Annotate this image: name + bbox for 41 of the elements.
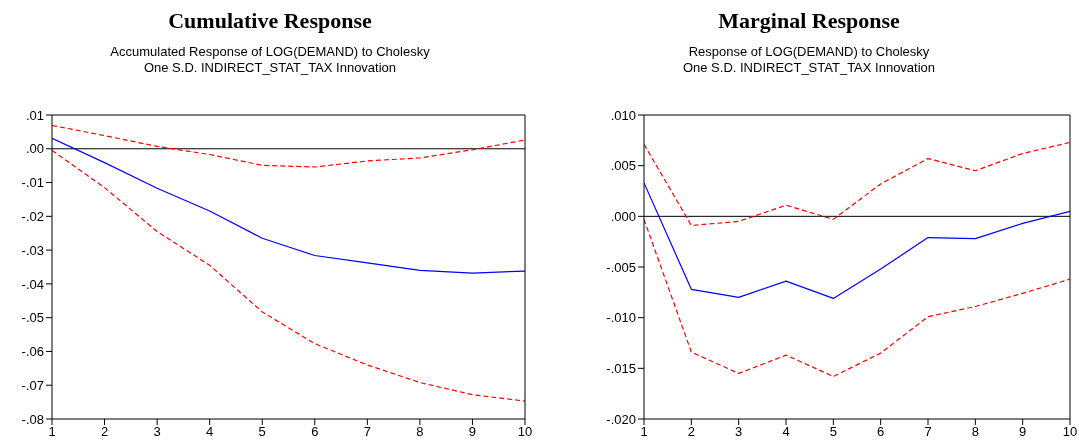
x-tick-label: 5 <box>829 424 837 440</box>
x-tick-label: 9 <box>468 424 477 440</box>
y-tick-label: -.06 <box>21 344 44 360</box>
x-tick-label: 2 <box>100 424 109 440</box>
x-tick-label: 2 <box>687 424 695 440</box>
x-tick-label: 4 <box>206 424 214 440</box>
x-tick-label: 7 <box>924 424 932 440</box>
x-tick-label: 8 <box>971 424 979 440</box>
chart-subtitle: Accumulated Response of LOG(DEMAND) to Cholesky One S.D. INDIRECT_STAT_TAX Innovation <box>109 44 431 76</box>
y-tick-label: -.05 <box>21 310 44 326</box>
x-tick-label: 3 <box>735 424 743 440</box>
y-tick-label: -.03 <box>21 242 44 258</box>
x-tick-label: 10 <box>517 424 533 440</box>
x-tick-label: 6 <box>311 424 319 440</box>
y-tick-label: -.01 <box>21 175 44 191</box>
y-tick-label: -.010 <box>606 310 636 326</box>
y-tick-label: -.08 <box>21 411 44 427</box>
x-tick-label: 4 <box>782 424 790 440</box>
x-tick-label: 8 <box>416 424 424 440</box>
y-tick-label: -.005 <box>606 259 636 275</box>
y-tick-label: .00 <box>25 141 44 157</box>
y-tick-label: -.015 <box>606 360 636 376</box>
y-tick-label: .005 <box>610 158 636 174</box>
chart-subtitle: Response of LOG(DEMAND) to Cholesky One S.D. INDIRECT_STAT_TAX Innovation <box>681 44 937 76</box>
y-tick-label: .000 <box>610 208 636 224</box>
chart-title: Marginal Response <box>717 8 901 34</box>
y-tick-label: -.02 <box>21 208 44 224</box>
x-tick-label: 6 <box>877 424 885 440</box>
x-tick-label: 10 <box>1062 424 1078 440</box>
chart-title: Cumulative Response <box>167 8 373 34</box>
x-tick-label: 5 <box>258 424 266 440</box>
y-tick-label: -.04 <box>21 276 44 292</box>
y-tick-label: .010 <box>610 107 636 123</box>
x-tick-label: 1 <box>48 424 56 440</box>
y-tick-label: -.020 <box>606 411 636 427</box>
x-tick-label: 7 <box>363 424 371 440</box>
x-tick-label: 9 <box>1019 424 1027 440</box>
y-tick-label: .01 <box>25 107 44 123</box>
x-tick-label: 3 <box>153 424 161 440</box>
y-tick-label: -.07 <box>21 377 44 393</box>
x-tick-label: 1 <box>640 424 648 440</box>
